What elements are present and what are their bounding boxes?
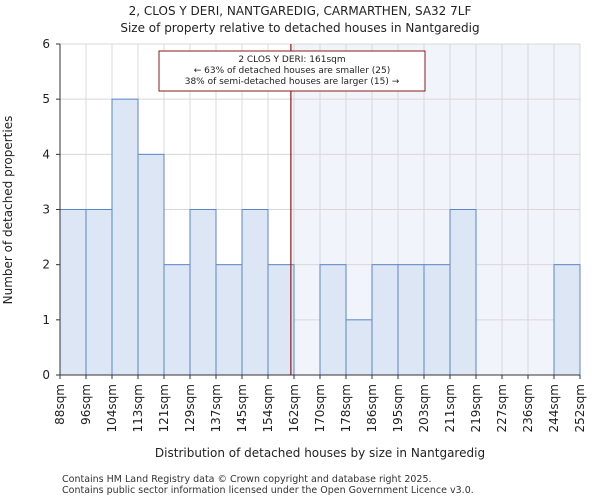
bar	[553, 264, 581, 376]
bar	[371, 264, 399, 376]
x-tick-label: 137sqm	[209, 384, 223, 432]
y-tick-label: 2	[42, 258, 50, 272]
annotation-line-3: 38% of semi-detached houses are larger (…	[185, 77, 400, 87]
bar	[189, 209, 217, 376]
x-tick-label: 178sqm	[339, 384, 353, 432]
y-tick-label: 1	[42, 313, 50, 327]
bar	[241, 209, 269, 376]
bar	[85, 209, 113, 376]
y-tick-label: 4	[42, 147, 50, 161]
bar	[215, 264, 243, 376]
annotation-frame	[158, 50, 426, 92]
bar	[111, 98, 139, 376]
x-tick-label: 96sqm	[79, 384, 93, 425]
bar	[319, 264, 347, 376]
x-tick-label: 203sqm	[417, 384, 431, 432]
x-tick-labels: 88sqm 96sqm 104sqm 113sqm 121sqm 129sqm 137sqm…	[53, 375, 587, 432]
bar	[397, 264, 425, 376]
x-tick-label: 162sqm	[287, 384, 301, 432]
y-tick-label: 6	[42, 37, 50, 51]
x-tick-label: 121sqm	[157, 384, 171, 432]
chart-title: 2, CLOS Y DERI, NANTGAREDIG, CARMARTHEN,…	[129, 4, 472, 18]
x-tick-label: 252sqm	[573, 384, 587, 432]
bar	[137, 153, 165, 376]
annotation-line-2: ← 63% of detached houses are smaller (25…	[194, 66, 391, 76]
bar	[423, 264, 451, 376]
x-tick-label: 129sqm	[183, 384, 197, 432]
y-axis-label: Number of detached properties	[1, 116, 15, 305]
x-tick-label: 154sqm	[261, 384, 275, 432]
y-tick-label: 5	[42, 92, 50, 106]
x-tick-label: 236sqm	[521, 384, 535, 432]
x-tick-label: 104sqm	[105, 384, 119, 432]
x-tick-label: 186sqm	[365, 384, 379, 432]
bar	[163, 264, 191, 376]
x-tick-label: 244sqm	[547, 384, 561, 432]
x-tick-label: 145sqm	[235, 384, 249, 432]
bar	[267, 264, 295, 376]
x-tick-label: 211sqm	[443, 384, 457, 432]
bar	[59, 209, 87, 376]
y-tick-label: 3	[42, 203, 50, 217]
y-tick-labels: 0 1 2 3 4 5 6	[42, 37, 60, 382]
x-tick-label: 219sqm	[469, 384, 483, 432]
y-tick-label: 0	[42, 368, 50, 382]
annotation-line-1: 2 CLOS Y DERI: 161sqm	[238, 55, 345, 65]
bars-group	[59, 98, 581, 376]
bar	[345, 319, 373, 376]
annotation-box: 2 CLOS Y DERI: 161sqm ← 63% of detached …	[158, 50, 426, 92]
x-tick-label: 227sqm	[495, 384, 509, 432]
x-tick-label: 170sqm	[313, 384, 327, 432]
x-tick-label: 88sqm	[53, 384, 67, 425]
bar	[449, 209, 477, 376]
x-axis-label: Distribution of detached houses by size …	[155, 446, 485, 460]
chart-subtitle: Size of property relative to detached ho…	[120, 21, 479, 35]
x-tick-label: 113sqm	[131, 384, 145, 432]
x-tick-label: 195sqm	[391, 384, 405, 432]
footer-line-1: Contains HM Land Registry data © Crown c…	[62, 474, 432, 485]
footer-line-2: Contains public sector information licen…	[62, 485, 474, 496]
